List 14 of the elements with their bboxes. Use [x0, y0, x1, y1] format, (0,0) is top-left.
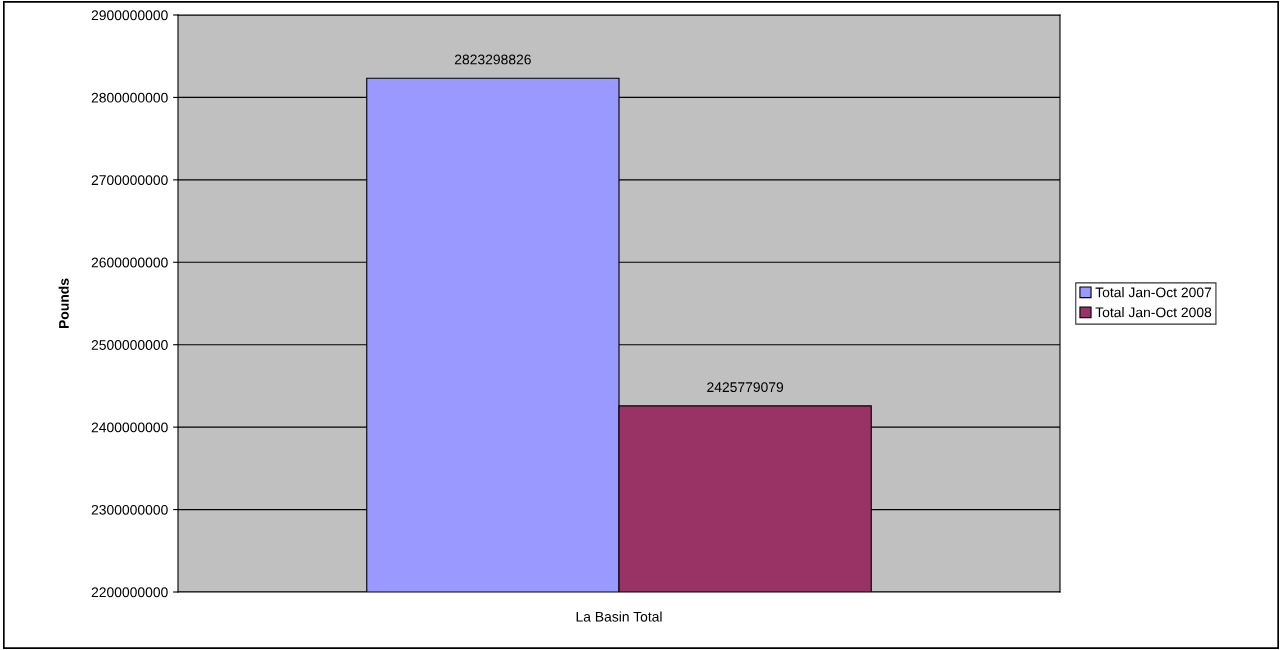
data-label: 2425779079 [707, 382, 784, 393]
y-tick-label: 2600000000 [91, 257, 168, 268]
y-tick-label: 2900000000 [91, 10, 168, 21]
y-tick-label: 2200000000 [91, 587, 168, 598]
x-tick-label: La Basin Total [576, 611, 662, 622]
y-tick-label: 2800000000 [91, 92, 168, 103]
y-axis-title: Pounds [58, 278, 69, 329]
y-tick-label: 2700000000 [91, 175, 168, 186]
y-tick-label: 2300000000 [91, 504, 168, 515]
data-label: 2823298826 [454, 54, 531, 65]
y-tick-label: 2400000000 [91, 422, 168, 433]
legend-label: Total Jan-Oct 2007 [1095, 287, 1212, 298]
legend-label: Total Jan-Oct 2008 [1095, 307, 1212, 318]
y-tick-label: 2500000000 [91, 340, 168, 350]
